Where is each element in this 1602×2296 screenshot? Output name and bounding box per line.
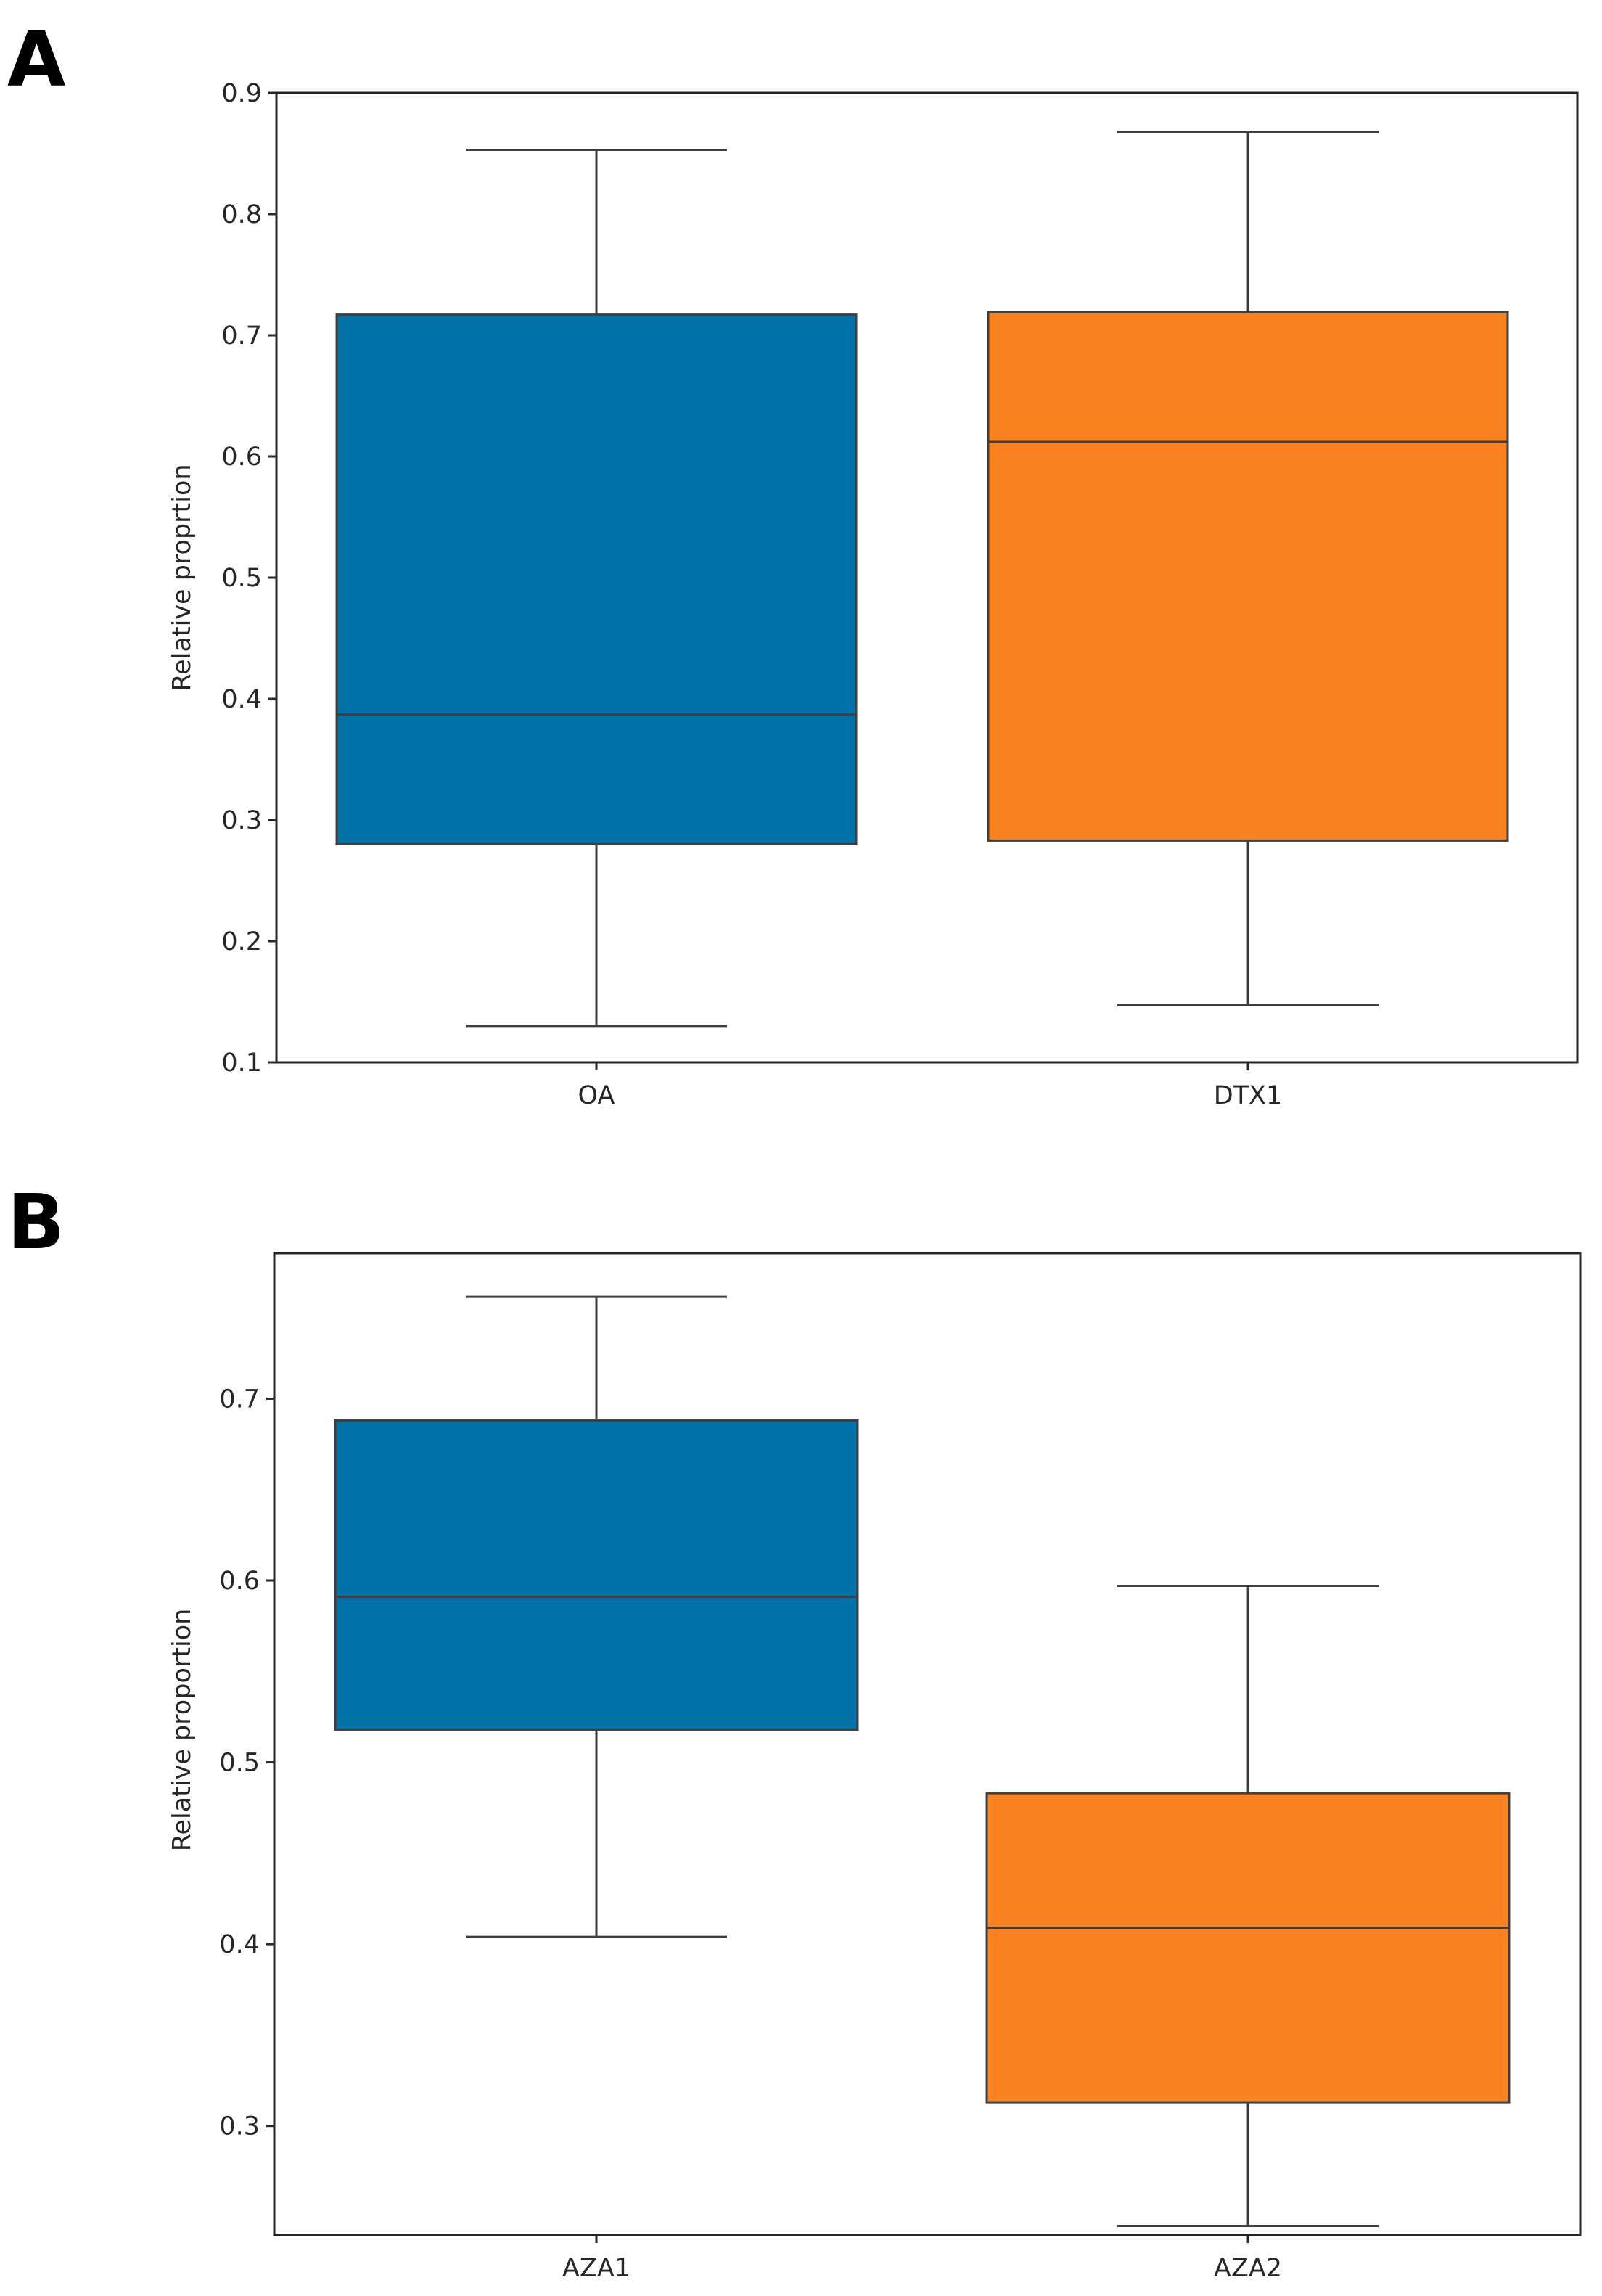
panel-a-x-tick-label-dtx1: DTX1: [1214, 1081, 1283, 1110]
panel-a-y-tick-label: 0.4: [221, 685, 262, 714]
panel-a-y-tick-label: 0.7: [221, 321, 262, 350]
panel-b-box-aza2: [985, 1585, 1511, 2227]
panel-a-box-oa: [335, 148, 858, 1028]
panel-a-y-tick-label: 0.5: [221, 564, 262, 593]
panel-b-box-aza1: [334, 1295, 859, 1938]
panel-b-x-tick-label-aza2: AZA2: [1214, 2254, 1282, 2283]
panel-b-y-tick-label: 0.7: [219, 1385, 260, 1414]
panel-a-box-dtx1: [987, 130, 1509, 1007]
panel-a-y-tick-label: 0.6: [221, 443, 262, 472]
panel-b-plot-area: 0.3 0.4 0.5 0.6 0.7 AZA1 AZA2: [219, 1252, 1582, 2283]
panel-b: B 0.3 0.4 0.5 0.6 0.7 AZA1 AZA2 Relative propo…: [7, 1178, 1582, 2283]
panel-b-x-tick-label-aza1: AZA1: [562, 2254, 630, 2283]
panel-b-y-tick-label: 0.5: [219, 1749, 260, 1778]
panel-a-y-tick-label: 0.1: [221, 1049, 262, 1078]
panel-a-y-tick-label: 0.3: [221, 806, 262, 835]
panel-a-y-tick-label: 0.2: [221, 927, 262, 956]
panel-a-y-axis-label: Relative proprtion: [168, 464, 197, 691]
panel-b-y-tick-label: 0.4: [219, 1930, 260, 1959]
panel-a-y-tick-label: 0.9: [221, 79, 262, 108]
iqr-box: [335, 313, 858, 845]
panel-b-y-axis-label: Relative proportion: [168, 1609, 197, 1852]
iqr-box: [985, 1792, 1511, 2104]
iqr-box: [334, 1419, 859, 1731]
panel-a: A 0.1 0.2 0.3 0.4 0.5 0.6 0.7 0.8 0.9 OA DTX1 Rela…: [7, 15, 1579, 1110]
panel-label-a: A: [7, 15, 66, 104]
panel-b-axes-frame: [273, 1252, 1582, 2236]
iqr-box: [987, 311, 1509, 842]
panel-b-y-tick-label: 0.3: [219, 2112, 260, 2141]
panel-label-b: B: [7, 1178, 65, 1266]
panel-a-plot-area: 0.1 0.2 0.3 0.4 0.5 0.6 0.7 0.8 0.9 OA DTX1: [221, 79, 1579, 1110]
panel-a-y-tick-label: 0.8: [221, 200, 262, 229]
panel-a-x-tick-label-oa: OA: [578, 1081, 615, 1110]
panel-b-y-tick-label: 0.6: [219, 1567, 260, 1596]
